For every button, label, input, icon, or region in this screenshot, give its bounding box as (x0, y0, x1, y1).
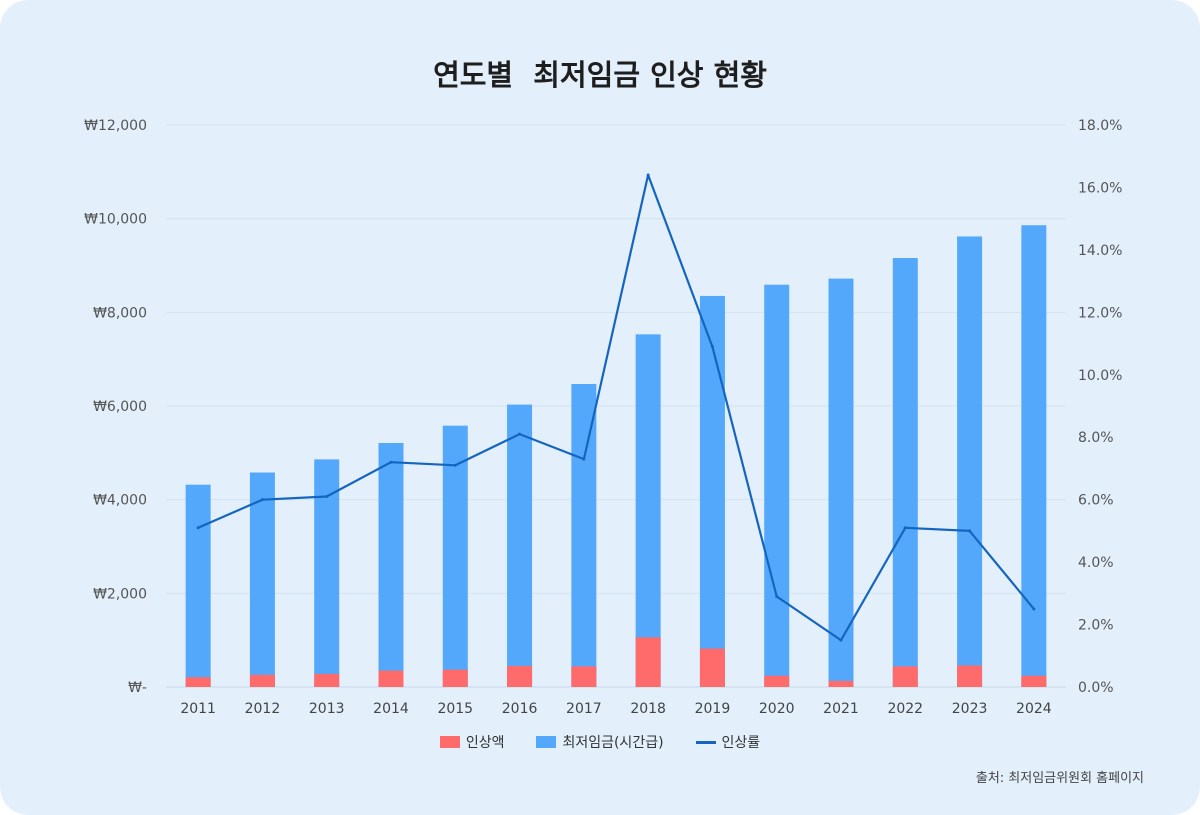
legend-swatch-increase-rate (695, 740, 716, 744)
bar-increase-amount (571, 666, 597, 687)
y-right-tick-label: 4.0% (1078, 555, 1114, 571)
bar-min-wage (571, 383, 597, 687)
legend-item-increase-rate: 인상률 (695, 732, 761, 752)
x-tick-label: 2012 (245, 701, 281, 717)
x-tick-label: 2018 (630, 701, 666, 717)
x-tick-label: 2022 (887, 701, 923, 717)
point-increase-rate (968, 529, 972, 533)
bar-min-wage (185, 484, 211, 687)
x-tick-label: 2017 (566, 701, 602, 717)
x-tick-label: 2024 (1016, 701, 1052, 717)
bar-increase-amount (185, 677, 211, 687)
legend-label-min-wage: 최저임금(시간급) (562, 735, 664, 751)
x-tick-label: 2021 (823, 701, 859, 717)
point-increase-rate (1032, 607, 1036, 611)
x-tick-label: 2019 (695, 701, 731, 717)
x-tick-label: 2013 (309, 701, 345, 717)
point-increase-rate (775, 594, 779, 598)
y-left-tick-label: ₩2,000 (93, 586, 147, 602)
bar-min-wage (507, 404, 533, 687)
y-left-tick-label: ₩4,000 (93, 493, 147, 509)
bar-increase-amount (249, 674, 275, 687)
point-increase-rate (646, 173, 650, 177)
point-increase-rate (325, 495, 329, 499)
y-right-tick-label: 12.0% (1078, 305, 1122, 321)
bar-increase-amount (764, 675, 790, 687)
bar-increase-amount (378, 670, 404, 687)
point-increase-rate (260, 498, 264, 502)
legend-item-min-wage: 최저임금(시간급) (536, 732, 664, 752)
line-increase-rate (197, 173, 1035, 642)
x-tick-label: 2023 (952, 701, 988, 717)
y-right-tick-label: 16.0% (1078, 180, 1122, 196)
y-right-tick-label: 14.0% (1078, 243, 1122, 259)
y-left-tick-label: ₩12,000 (84, 118, 147, 134)
x-tick-label: 2015 (437, 701, 473, 717)
bar-increase-amount (635, 637, 661, 687)
bar-increase-amount (507, 665, 533, 687)
bar-increase-amount (828, 680, 854, 687)
source-note: 출처: 최저임금위원회 홈페이지 (975, 771, 1144, 786)
y-right-tick-label: 10.0% (1078, 368, 1122, 384)
point-increase-rate (710, 345, 714, 349)
x-tick-label: 2014 (373, 701, 409, 717)
bar-min-wage (828, 278, 854, 687)
point-increase-rate (582, 457, 586, 461)
legend-label-increase-rate: 인상률 (721, 735, 761, 751)
point-increase-rate (196, 526, 200, 530)
y-right-tick-label: 2.0% (1078, 618, 1114, 634)
legend-swatch-min-wage (536, 736, 557, 748)
legend-item-increase-amount: 인상액 (439, 732, 505, 752)
bar-increase-amount (699, 648, 725, 687)
bar-min-wage (892, 258, 918, 687)
y-right-tick-label: 18.0% (1078, 118, 1122, 134)
point-increase-rate (518, 432, 522, 436)
bar-increase-amount (1021, 675, 1047, 687)
bar-min-wage (635, 334, 661, 687)
chart-title: 연도별 최저임금 인상 현황 (433, 58, 767, 92)
y-right-tick-label: 6.0% (1078, 493, 1114, 509)
x-tick-label: 2020 (759, 701, 795, 717)
y-left-tick-label: ₩10,000 (84, 212, 147, 228)
legend-label-increase-amount: 인상액 (465, 735, 505, 751)
point-increase-rate (453, 463, 457, 467)
bar-increase-amount (892, 666, 918, 687)
legend-swatch-increase-amount (439, 736, 460, 748)
bar-increase-amount (314, 673, 340, 687)
x-tick-label: 2016 (502, 701, 538, 717)
point-increase-rate (389, 460, 393, 464)
x-tick-label: 2011 (180, 701, 216, 717)
bar-increase-amount (957, 665, 983, 687)
y-left-tick-label: ₩- (128, 680, 147, 696)
y-right-tick-label: 8.0% (1078, 430, 1114, 446)
y-right-tick-label: 0.0% (1078, 680, 1114, 696)
bar-min-wage (1021, 225, 1047, 687)
y-left-tick-label: ₩6,000 (93, 399, 147, 415)
bar-min-wage (249, 472, 275, 687)
bar-min-wage (314, 459, 340, 687)
bar-min-wage (764, 284, 790, 687)
point-increase-rate (839, 638, 843, 642)
bar-min-wage (957, 236, 983, 688)
bar-min-wage (442, 425, 468, 687)
bar-increase-amount (442, 669, 468, 687)
y-left-tick-label: ₩8,000 (93, 305, 147, 321)
bar-min-wage (378, 442, 404, 687)
legend: 인상액 최저임금(시간급) 인상률 (0, 732, 1200, 752)
bar-min-wage (699, 295, 725, 687)
point-increase-rate (903, 526, 907, 530)
